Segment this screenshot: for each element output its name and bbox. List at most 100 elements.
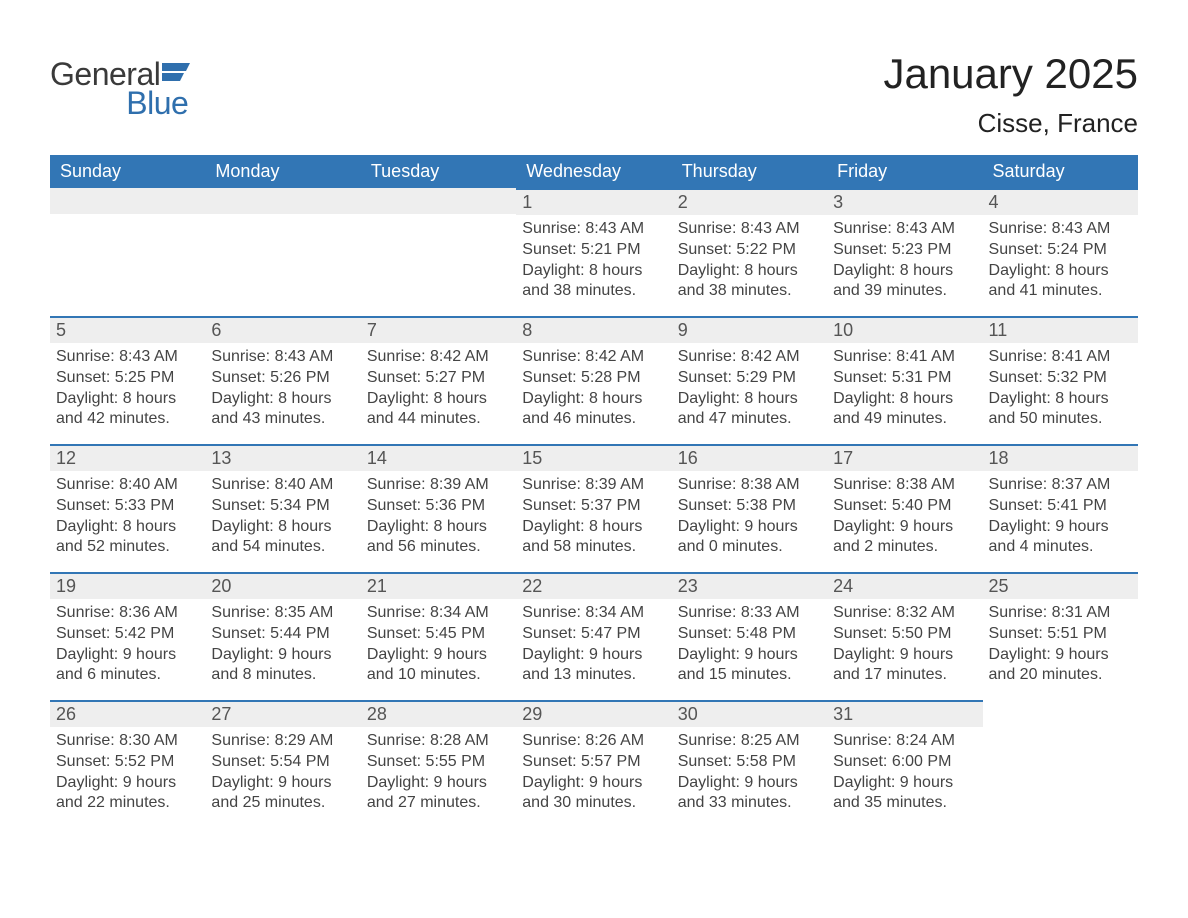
sunset-line: Sunset: 5:28 PM [522, 368, 665, 389]
daylight-line: Daylight: 8 hours and 44 minutes. [367, 389, 510, 431]
calendar-day-cell: 12Sunrise: 8:40 AMSunset: 5:33 PMDayligh… [50, 444, 205, 572]
calendar-day-cell: 5Sunrise: 8:43 AMSunset: 5:25 PMDaylight… [50, 316, 205, 444]
day-number: 30 [672, 700, 827, 727]
day-details: Sunrise: 8:38 AMSunset: 5:40 PMDaylight:… [833, 475, 976, 558]
sunrise-line: Sunrise: 8:41 AM [989, 347, 1132, 368]
sunrise-line: Sunrise: 8:40 AM [56, 475, 199, 496]
day-number: 1 [516, 188, 671, 215]
calendar-day-cell: 29 Sunrise: 8:26 AMSunset: 5:57 PMDayligh… [516, 700, 671, 828]
sunrise-line: Sunrise: 8:43 AM [678, 219, 821, 240]
day-number: 2 [672, 188, 827, 215]
sunset-line: Sunset: 5:42 PM [56, 624, 199, 645]
month-title: January 2025 [883, 50, 1138, 98]
day-details: Sunrise: 8:29 AMSunset: 5:54 PMDaylight:… [211, 731, 354, 814]
sunset-line: Sunset: 5:38 PM [678, 496, 821, 517]
sunset-line: Sunset: 5:33 PM [56, 496, 199, 517]
calendar-day-cell: 21Sunrise: 8:34 AMSunset: 5:45 PMDayligh… [361, 572, 516, 700]
day-details: Sunrise: 8:41 AMSunset: 5:31 PMDaylight:… [833, 347, 976, 430]
calendar-day-cell: 13Sunrise: 8:40 AMSunset: 5:34 PMDayligh… [205, 444, 360, 572]
day-number: 6 [205, 316, 360, 343]
sunrise-line: Sunrise: 8:39 AM [522, 475, 665, 496]
calendar-week-row: 5Sunrise: 8:43 AMSunset: 5:25 PMDaylight… [50, 316, 1138, 444]
calendar-day-cell: 17 Sunrise: 8:38 AMSunset: 5:40 PMDayligh… [827, 444, 982, 572]
day-details: Sunrise: 8:26 AMSunset: 5:57 PMDaylight:… [522, 731, 665, 814]
sunrise-line: Sunrise: 8:25 AM [678, 731, 821, 752]
day-number: 10 [827, 316, 982, 343]
sunrise-line: Sunrise: 8:33 AM [678, 603, 821, 624]
day-number: 29 [516, 700, 671, 727]
calendar-day-cell: 24Sunrise: 8:32 AMSunset: 5:50 PMDayligh… [827, 572, 982, 700]
calendar-week-row: 12 Sunrise: 8:40 AMSunset: 5:33 PM Dayligh… [50, 444, 1138, 572]
calendar-day-cell: 7Sunrise: 8:42 AMSunset: 5:27 PMDaylight… [361, 316, 516, 444]
daylight-line: Daylight: 9 hours and 20 minutes. [989, 645, 1132, 687]
sunrise-line: Sunrise: 8:36 AM [56, 603, 199, 624]
day-number: 5 [50, 316, 205, 343]
calendar-day-cell: 22Sunrise: 8:34 AMSunset: 5:47 PMDayligh… [516, 572, 671, 700]
calendar-week-row: 1Sunrise: 8:43 AMSunset: 5:21 PMDaylight… [50, 188, 1138, 316]
day-details: Sunrise: 8:37 AMSunset: 5:41 PMDaylight:… [989, 475, 1132, 558]
daylight-line: Daylight: 9 hours and 13 minutes. [522, 645, 665, 687]
sunset-line: Sunset: 5:54 PM [211, 752, 354, 773]
sunrise-line: Sunrise: 8:32 AM [833, 603, 976, 624]
daylight-line: Daylight: 9 hours and 30 minutes. [522, 773, 665, 815]
day-number: 20 [205, 572, 360, 599]
day-details: Sunrise: 8:34 AMSunset: 5:45 PMDaylight:… [367, 603, 510, 686]
daylight-line: Daylight: 9 hours and 27 minutes. [367, 773, 510, 815]
empty-day-bar [361, 188, 516, 214]
day-number: 7 [361, 316, 516, 343]
sunset-line: Sunset: 5:24 PM [989, 240, 1132, 261]
calendar-page: General Blue January 2025 Cisse, France … [0, 0, 1188, 918]
daylight-line: Daylight: 9 hours and 35 minutes. [833, 773, 976, 815]
calendar-day-cell: 14Sunrise: 8:39 AMSunset: 5:36 PMDayligh… [361, 444, 516, 572]
day-number: 17 [827, 444, 982, 471]
location-subtitle: Cisse, France [883, 108, 1138, 139]
weekday-header: Tuesday [361, 155, 516, 188]
calendar-day-cell: 18Sunrise: 8:37 AMSunset: 5:41 PMDayligh… [983, 444, 1138, 572]
calendar-empty-cell [205, 188, 360, 316]
empty-day-bar [205, 188, 360, 214]
day-number: 28 [361, 700, 516, 727]
daylight-line: Daylight: 8 hours and 49 minutes. [833, 389, 976, 431]
day-number: 12 [50, 444, 205, 471]
calendar-day-cell: 4Sunrise: 8:43 AMSunset: 5:24 PMDaylight… [983, 188, 1138, 316]
day-number: 16 [672, 444, 827, 471]
day-number: 13 [205, 444, 360, 471]
calendar-day-cell: 6Sunrise: 8:43 AMSunset: 5:26 PMDaylight… [205, 316, 360, 444]
empty-day-bar [50, 188, 205, 214]
daylight-line: Daylight: 8 hours and 50 minutes. [989, 389, 1132, 431]
sunrise-line: Sunrise: 8:42 AM [678, 347, 821, 368]
day-details: Sunrise: 8:41 AMSunset: 5:32 PMDaylight:… [989, 347, 1132, 430]
day-details: Sunrise: 8:25 AMSunset: 5:58 PMDaylight:… [678, 731, 821, 814]
daylight-line: Daylight: 9 hours and 6 minutes. [56, 645, 199, 687]
sunrise-line: Sunrise: 8:34 AM [522, 603, 665, 624]
calendar-day-cell: 15Sunrise: 8:39 AMSunset: 5:37 PMDayligh… [516, 444, 671, 572]
sunrise-line: Sunrise: 8:41 AM [833, 347, 976, 368]
daylight-line: Daylight: 8 hours and 38 minutes. [678, 261, 821, 303]
weekday-header: Sunday [50, 155, 205, 188]
weekday-header: Saturday [983, 155, 1138, 188]
day-number: 23 [672, 572, 827, 599]
daylight-line: Daylight: 8 hours and 41 minutes. [989, 261, 1132, 303]
day-details: Sunrise: 8:28 AMSunset: 5:55 PMDaylight:… [367, 731, 510, 814]
day-details: Sunrise: 8:32 AMSunset: 5:50 PMDaylight:… [833, 603, 976, 686]
calendar-day-cell: 8Sunrise: 8:42 AMSunset: 5:28 PMDaylight… [516, 316, 671, 444]
sunset-line: Sunset: 5:22 PM [678, 240, 821, 261]
sunrise-line: Sunrise: 8:24 AM [833, 731, 976, 752]
sunset-line: Sunset: 5:23 PM [833, 240, 976, 261]
sunrise-line: Sunrise: 8:39 AM [367, 475, 510, 496]
sunset-line: Sunset: 5:50 PM [833, 624, 976, 645]
calendar-day-cell: 25Sunrise: 8:31 AMSunset: 5:51 PMDayligh… [983, 572, 1138, 700]
daylight-line: Daylight: 9 hours and 8 minutes. [211, 645, 354, 687]
daylight-line: Daylight: 8 hours and 54 minutes. [211, 517, 354, 559]
calendar-day-cell: 23Sunrise: 8:33 AMSunset: 5:48 PMDayligh… [672, 572, 827, 700]
calendar-table: SundayMondayTuesdayWednesdayThursdayFrid… [50, 155, 1138, 828]
weekday-header: Friday [827, 155, 982, 188]
day-details: Sunrise: 8:43 AMSunset: 5:23 PMDaylight:… [833, 219, 976, 302]
sunrise-line: Sunrise: 8:43 AM [833, 219, 976, 240]
calendar-day-cell: 10 Sunrise: 8:41 AMSunset: 5:31 PMDayligh… [827, 316, 982, 444]
sunrise-line: Sunrise: 8:35 AM [211, 603, 354, 624]
sunrise-line: Sunrise: 8:38 AM [833, 475, 976, 496]
day-number: 14 [361, 444, 516, 471]
day-number: 19 [50, 572, 205, 599]
sunset-line: Sunset: 5:27 PM [367, 368, 510, 389]
